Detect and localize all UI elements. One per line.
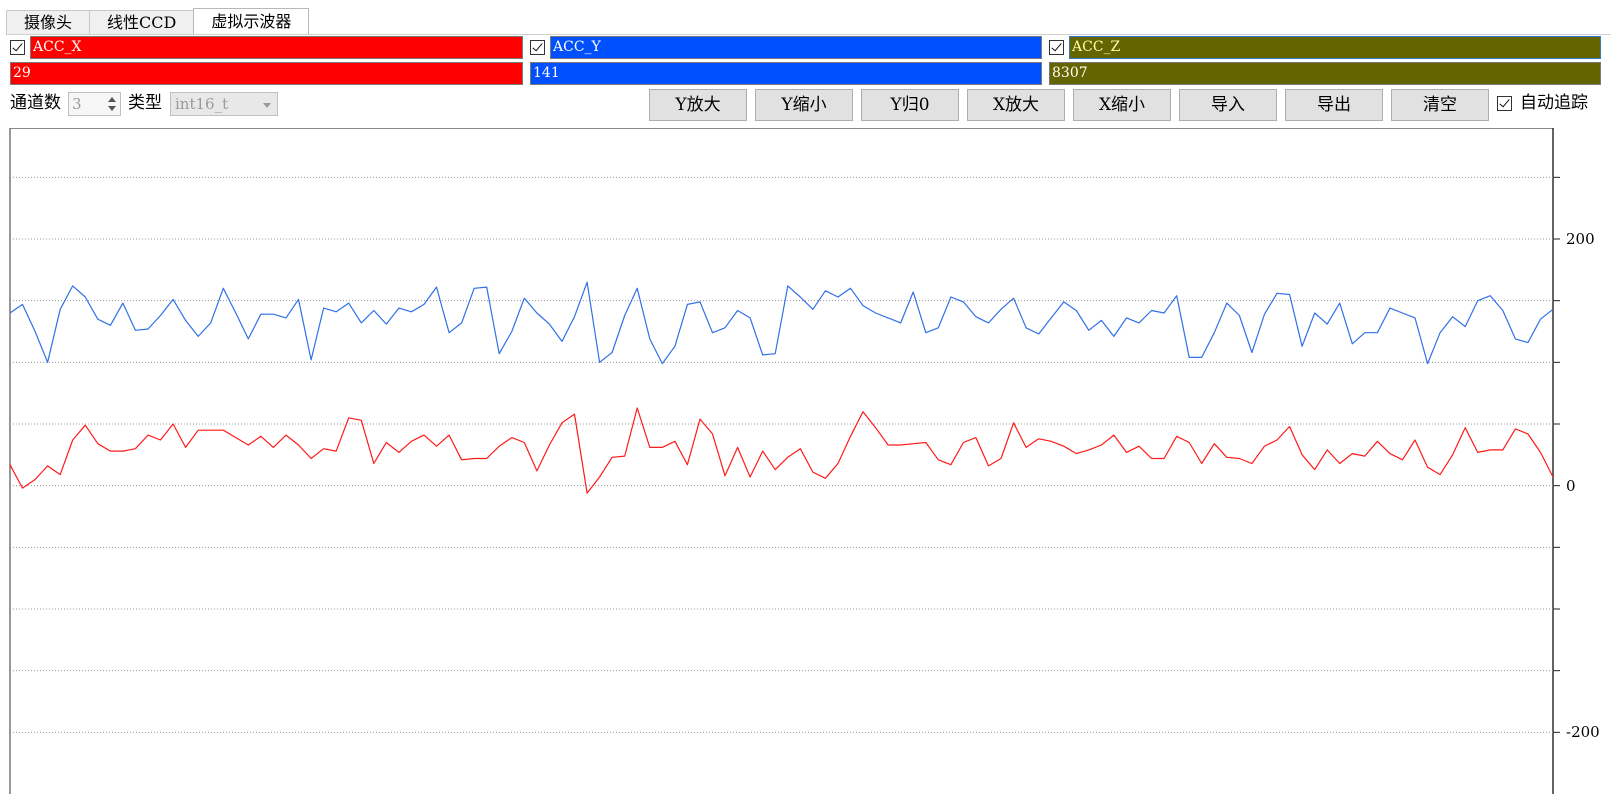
type-select[interactable]: int16_t — [170, 92, 278, 116]
plot-canvas — [9, 128, 1560, 794]
oscilloscope-plot[interactable]: 200 0 -200 — [8, 128, 1611, 794]
channel-count-value: 3 — [72, 95, 82, 113]
type-label: 类型 — [128, 93, 162, 113]
auto-track-label: 自动追踪 — [1520, 93, 1588, 113]
spin-arrows-icon[interactable] — [106, 95, 118, 113]
channel-z-name-field[interactable]: ACC_Z — [1069, 36, 1601, 59]
channel-x-value-field[interactable]: 29 — [10, 62, 523, 85]
y-zoom-in-button[interactable]: Y放大 — [649, 89, 747, 121]
y-tick-label: 0 — [1566, 476, 1576, 495]
tab-virtual-oscilloscope[interactable]: 虚拟示波器 — [193, 8, 310, 34]
y-tick-label: 200 — [1566, 230, 1595, 248]
tab-divider — [6, 34, 1611, 35]
chevron-down-icon — [263, 103, 271, 108]
y-reset-button[interactable]: Y归0 — [861, 89, 959, 121]
channel-count-label: 通道数 — [10, 93, 61, 113]
auto-track-checkbox[interactable] — [1497, 96, 1512, 111]
y-tick-label: -200 — [1566, 723, 1600, 742]
import-button[interactable]: 导入 — [1179, 89, 1277, 121]
type-value: int16_t — [175, 95, 229, 113]
series-line-acc-y — [9, 281, 1554, 365]
export-button[interactable]: 导出 — [1285, 89, 1383, 121]
channel-x-checkbox[interactable] — [10, 40, 25, 55]
channel-z-checkbox[interactable] — [1049, 40, 1064, 55]
channel-y-value-field[interactable]: 141 — [530, 62, 1042, 85]
x-zoom-in-button[interactable]: X放大 — [967, 89, 1065, 121]
series-line-acc-x — [9, 407, 1554, 494]
tab-bar: 摄像头 线性CCD 虚拟示波器 — [6, 8, 310, 36]
channel-x-name-field[interactable]: ACC_X — [30, 36, 523, 59]
channel-z-value-field[interactable]: 8307 — [1049, 62, 1601, 85]
x-zoom-out-button[interactable]: X缩小 — [1073, 89, 1171, 121]
channel-y-name-field[interactable]: ACC_Y — [550, 36, 1042, 59]
y-zoom-out-button[interactable]: Y缩小 — [755, 89, 853, 121]
channel-count-spinbox[interactable]: 3 — [68, 92, 121, 116]
tab-linear-ccd[interactable]: 线性CCD — [89, 10, 195, 34]
channel-y-checkbox[interactable] — [530, 40, 545, 55]
tab-camera[interactable]: 摄像头 — [6, 10, 91, 34]
clear-button[interactable]: 清空 — [1391, 89, 1489, 121]
